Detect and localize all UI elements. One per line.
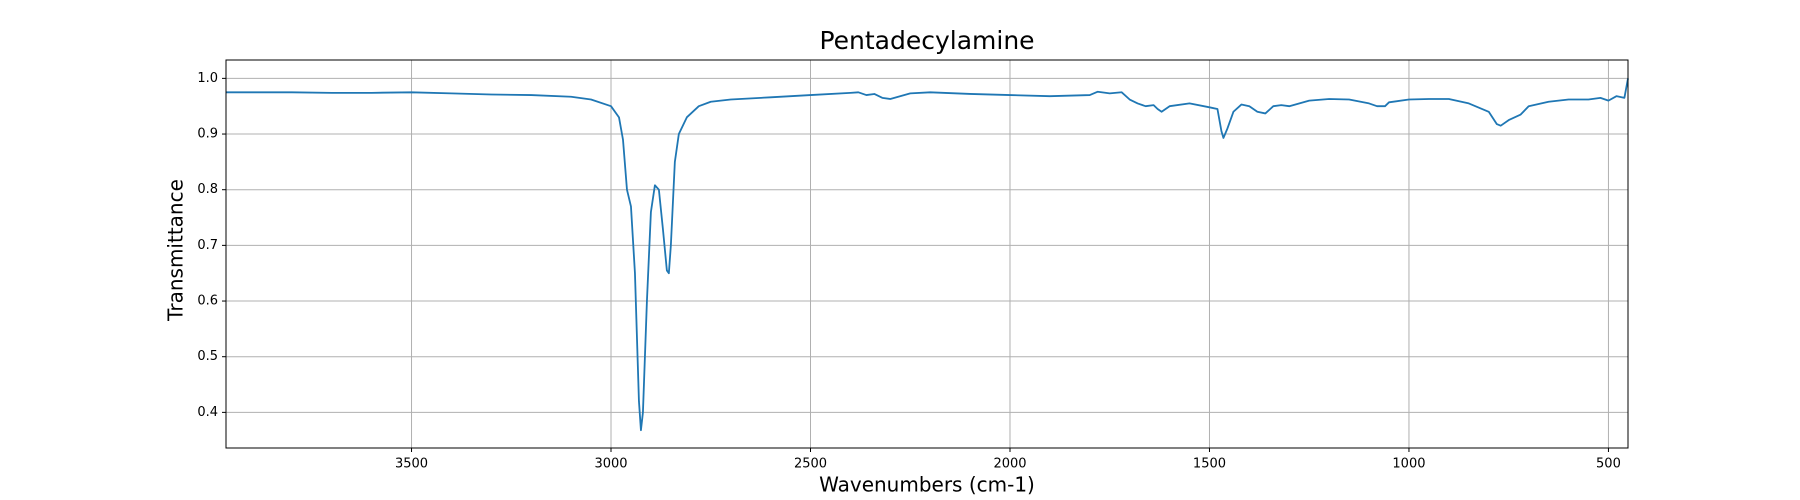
spectrum-line bbox=[226, 78, 1629, 432]
chart-title: Pentadecylamine bbox=[819, 26, 1034, 55]
y-tick-label: 1.0 bbox=[197, 71, 218, 86]
plot-frame bbox=[225, 59, 1629, 449]
y-tick-label: 0.9 bbox=[197, 127, 218, 142]
y-tick-label: 0.6 bbox=[197, 294, 218, 309]
x-tick-label: 3000 bbox=[594, 457, 627, 472]
x-tick-label: 1500 bbox=[1193, 457, 1226, 472]
y-tick-label: 0.4 bbox=[197, 405, 218, 420]
y-tick-label: 0.7 bbox=[197, 238, 218, 253]
x-tick-label: 3500 bbox=[395, 457, 428, 472]
x-tick-label: 1000 bbox=[1392, 457, 1425, 472]
x-tick-label: 2000 bbox=[993, 457, 1026, 472]
x-axis-label: Wavenumbers (cm-1) bbox=[819, 473, 1035, 497]
x-tick-label: 2500 bbox=[794, 457, 827, 472]
y-tick-label: 0.8 bbox=[197, 182, 218, 197]
y-tick-label: 0.5 bbox=[197, 349, 218, 364]
x-tick-label: 500 bbox=[1596, 457, 1621, 472]
y-axis-label: Transmittance bbox=[164, 179, 188, 322]
